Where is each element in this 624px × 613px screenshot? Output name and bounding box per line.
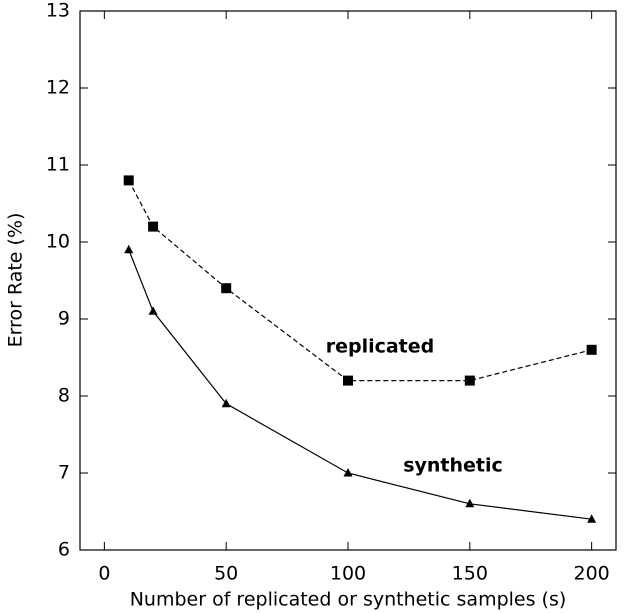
marker-triangle bbox=[587, 514, 597, 523]
series-line bbox=[128, 180, 592, 382]
y-tick-label: 6 bbox=[58, 539, 70, 561]
x-tick-label: 100 bbox=[330, 563, 366, 585]
y-tick-label: 12 bbox=[46, 77, 70, 99]
y-tick-label: 7 bbox=[58, 462, 70, 484]
marker-triangle bbox=[343, 468, 353, 477]
series-label: replicated bbox=[326, 336, 435, 358]
marker-triangle bbox=[124, 244, 134, 254]
y-axis-label: Error Rate (%) bbox=[5, 213, 27, 348]
series-line bbox=[128, 249, 592, 520]
x-tick-label: 50 bbox=[214, 563, 238, 585]
marker-square bbox=[343, 375, 353, 386]
x-tick-label: 0 bbox=[98, 563, 110, 585]
x-tick-label: 200 bbox=[574, 563, 610, 585]
marker-triangle bbox=[148, 306, 158, 315]
y-tick-label: 11 bbox=[46, 154, 70, 176]
y-tick-label: 8 bbox=[58, 385, 70, 407]
y-tick-label: 13 bbox=[46, 0, 70, 22]
y-tick-label: 9 bbox=[58, 308, 70, 330]
marker-square bbox=[123, 175, 134, 186]
series-label: synthetic bbox=[403, 455, 503, 477]
marker-square bbox=[148, 221, 159, 232]
x-tick-label: 150 bbox=[452, 563, 488, 585]
y-tick-label: 10 bbox=[46, 231, 70, 253]
x-axis-label: Number of replicated or synthetic sample… bbox=[130, 589, 567, 611]
marker-triangle bbox=[465, 498, 475, 508]
marker-triangle bbox=[221, 398, 231, 408]
marker-square bbox=[586, 344, 597, 355]
marker-square bbox=[464, 375, 475, 386]
marker-square bbox=[221, 283, 232, 294]
